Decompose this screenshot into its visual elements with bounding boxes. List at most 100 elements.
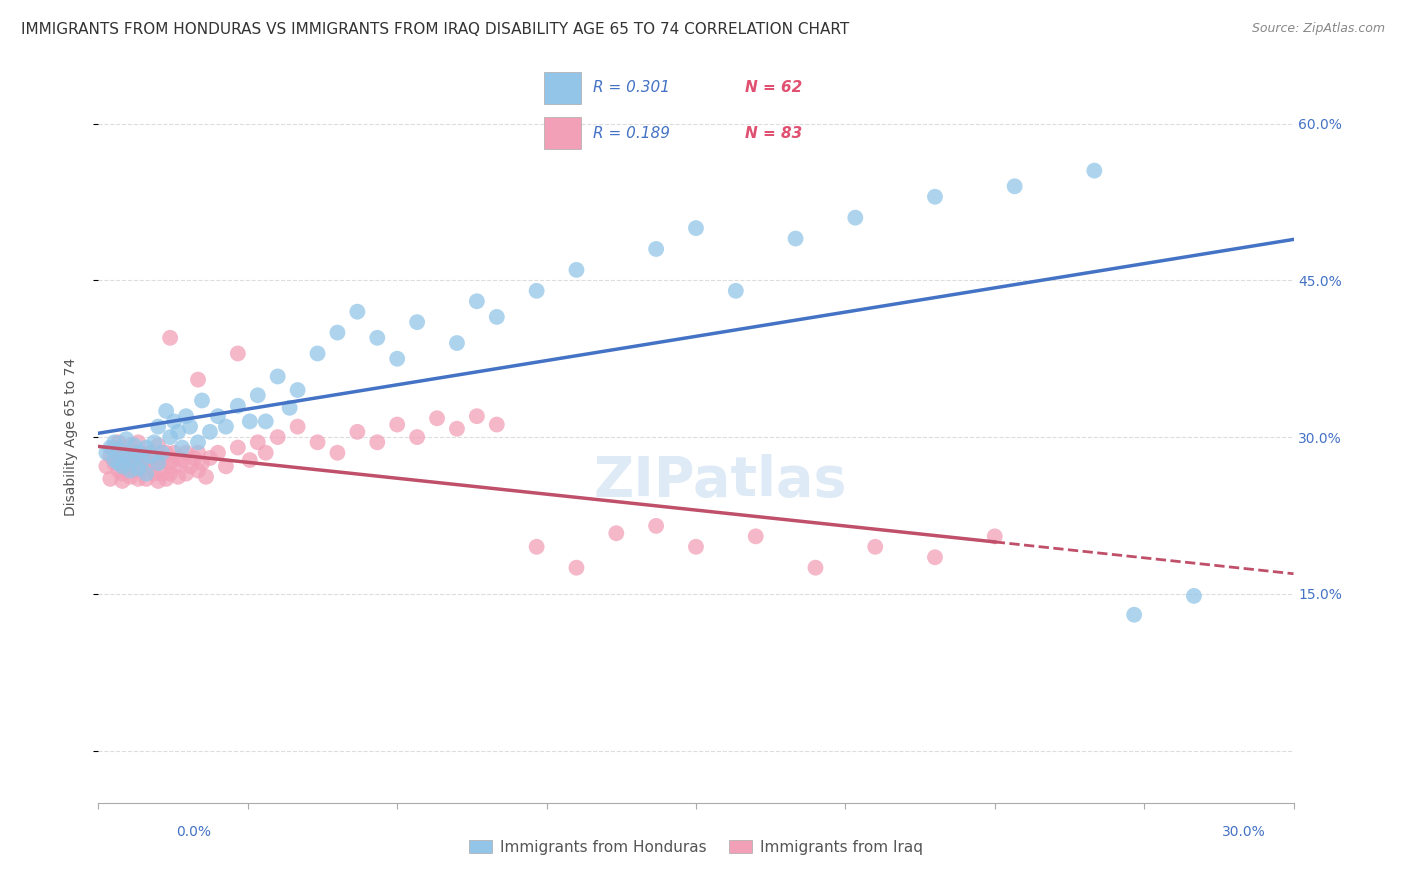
Point [195, 470, 218, 484]
Point [127, 435, 149, 450]
Point [385, 351, 409, 366]
Point [406, 430, 429, 444]
Point [127, 461, 149, 475]
Point [385, 417, 409, 432]
Point [148, 438, 170, 452]
Point [103, 435, 125, 450]
Point [924, 550, 946, 565]
Point [139, 446, 162, 460]
Point [307, 435, 329, 450]
Point [346, 304, 368, 318]
Point [124, 463, 146, 477]
Point [1182, 589, 1205, 603]
Point [174, 467, 197, 481]
Point [115, 446, 138, 460]
Point [191, 456, 214, 470]
Text: N = 83: N = 83 [745, 126, 801, 141]
Point [326, 326, 349, 340]
Point [267, 369, 290, 384]
Point [120, 450, 142, 465]
Point [246, 388, 269, 402]
Point [239, 414, 262, 428]
FancyBboxPatch shape [544, 118, 581, 149]
Point [103, 453, 125, 467]
Point [226, 346, 249, 360]
Point [120, 470, 142, 484]
Point [198, 450, 221, 465]
Point [254, 414, 277, 428]
Point [159, 467, 181, 481]
Point [924, 190, 946, 204]
Point [127, 446, 149, 460]
Point [111, 453, 134, 467]
Text: Source: ZipAtlas.com: Source: ZipAtlas.com [1251, 22, 1385, 36]
Point [187, 463, 209, 477]
Point [267, 430, 290, 444]
Point [135, 456, 157, 470]
Point [685, 221, 707, 235]
Point [150, 467, 173, 481]
Point [98, 441, 122, 455]
Point [155, 472, 177, 486]
Text: IMMIGRANTS FROM HONDURAS VS IMMIGRANTS FROM IRAQ DISABILITY AGE 65 TO 74 CORRELA: IMMIGRANTS FROM HONDURAS VS IMMIGRANTS F… [21, 22, 849, 37]
Point [844, 211, 866, 225]
Point [174, 409, 197, 424]
Point [98, 449, 122, 463]
Point [163, 446, 186, 460]
Point [605, 526, 627, 541]
Point [446, 336, 468, 351]
Point [984, 529, 1007, 543]
Point [98, 472, 122, 486]
Point [115, 432, 138, 446]
Point [215, 459, 238, 474]
Point [131, 453, 153, 467]
Point [159, 430, 181, 444]
Text: R = 0.189: R = 0.189 [593, 126, 671, 141]
Point [150, 446, 173, 460]
Point [143, 467, 166, 481]
Point [111, 467, 134, 481]
Point [148, 419, 170, 434]
Text: ZIPatlas: ZIPatlas [593, 454, 846, 508]
Point [120, 438, 142, 452]
Point [406, 315, 429, 329]
Legend: Immigrants from Honduras, Immigrants from Iraq: Immigrants from Honduras, Immigrants fro… [463, 834, 929, 861]
Point [207, 446, 229, 460]
Point [111, 459, 134, 474]
Point [127, 453, 149, 467]
Point [526, 284, 548, 298]
Point [1083, 163, 1105, 178]
Point [179, 419, 201, 434]
Point [426, 411, 449, 425]
Point [485, 310, 508, 324]
Point [865, 540, 887, 554]
Point [96, 459, 118, 474]
Text: 30.0%: 30.0% [1222, 825, 1265, 839]
Point [107, 463, 129, 477]
Point [326, 446, 349, 460]
Point [107, 442, 129, 457]
Point [485, 417, 508, 432]
Point [215, 419, 238, 434]
Point [346, 425, 368, 439]
Point [163, 414, 186, 428]
Point [278, 401, 301, 415]
Text: R = 0.301: R = 0.301 [593, 80, 671, 95]
Point [135, 441, 157, 455]
Point [163, 459, 186, 474]
Point [167, 450, 190, 465]
Point [366, 435, 388, 450]
Point [226, 441, 249, 455]
Text: 0.0%: 0.0% [176, 825, 211, 839]
Point [115, 449, 138, 463]
Point [565, 263, 588, 277]
Point [139, 449, 162, 463]
Point [198, 425, 221, 439]
Point [287, 419, 309, 434]
Point [148, 456, 170, 470]
Point [127, 472, 149, 486]
Point [724, 284, 747, 298]
Point [167, 425, 190, 439]
FancyBboxPatch shape [544, 72, 581, 103]
Point [366, 331, 388, 345]
